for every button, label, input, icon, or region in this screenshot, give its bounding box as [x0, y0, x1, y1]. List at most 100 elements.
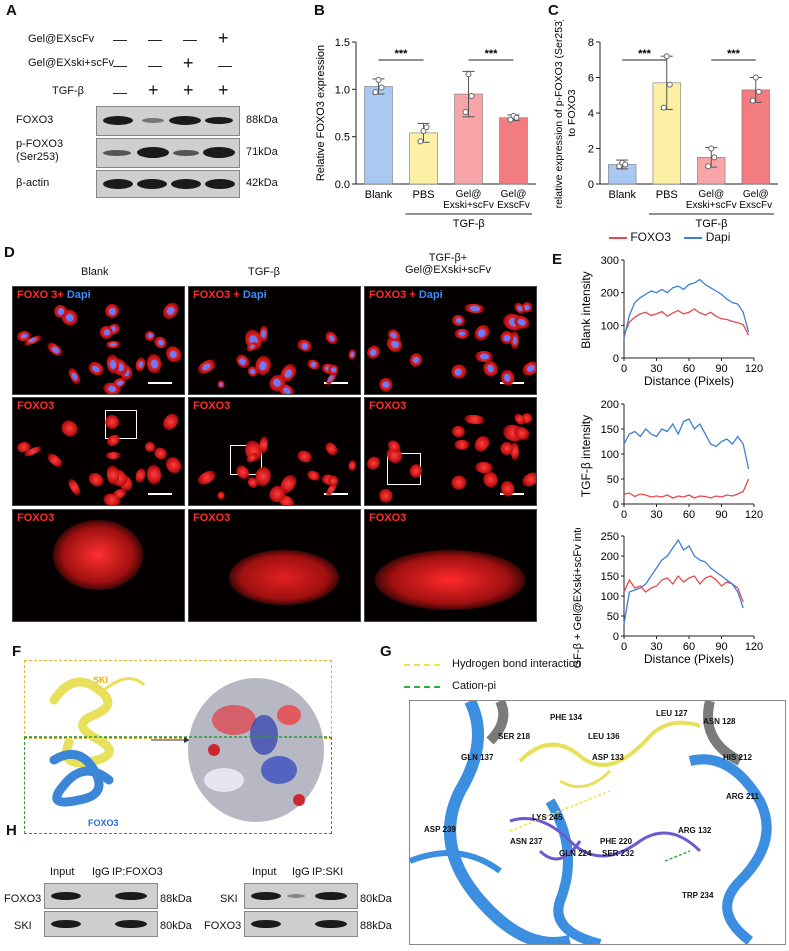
h-left-row2-name: SKI — [14, 920, 32, 932]
cell — [323, 330, 340, 347]
cell — [86, 470, 107, 489]
cell — [146, 353, 162, 375]
cell — [471, 322, 493, 345]
x-tick-label: 120 — [745, 363, 763, 375]
y-tick-label: 0 — [613, 353, 619, 365]
data-point — [663, 53, 670, 60]
group-label: TGF-β — [695, 218, 727, 230]
y-tick-label: 4 — [588, 108, 594, 120]
series-line-foxo3 — [623, 308, 750, 336]
h-left-input: Input — [50, 866, 75, 878]
y-tick-label: 6 — [588, 73, 594, 85]
data-point — [417, 138, 424, 145]
x-tick-label: Exski+scFv — [686, 200, 737, 211]
data-point — [462, 109, 469, 116]
cell — [45, 340, 65, 359]
bar — [364, 86, 393, 185]
data-point — [622, 161, 629, 168]
data-point — [465, 71, 472, 78]
image-zoom-tgf: FOXO3 — [188, 509, 361, 622]
x-tick-label: 0 — [621, 509, 627, 521]
y-tick-label: 100 — [601, 320, 619, 332]
docking-view: PHE 134 LEU 127 ASN 128 SER 218 LEU 136 … — [409, 700, 786, 945]
data-point — [660, 104, 667, 111]
y-axis-label: TGF-β + Gel@EXski+scFv intensity — [572, 528, 584, 668]
y-tick-label: 50 — [607, 611, 619, 623]
panel-label-h: H — [6, 822, 17, 839]
cell — [146, 464, 162, 486]
y-tick-label: 50 — [607, 474, 619, 486]
cell — [323, 441, 340, 458]
x-tick-label: 0 — [621, 641, 627, 653]
residue-gln137: GLN 137 — [461, 753, 494, 762]
y-tick-label: 2 — [588, 144, 594, 156]
kda-foxo3: 88kDa — [246, 114, 278, 126]
legend-e: FOXO3 Dapi — [609, 230, 730, 244]
cell — [348, 459, 357, 472]
bar — [499, 117, 528, 185]
x-tick-label: ExscFv — [497, 200, 530, 211]
y-tick-label: 150 — [601, 424, 619, 436]
cell — [450, 424, 466, 438]
h-left-igg: IgG — [92, 866, 110, 878]
hbond-legend-line — [404, 664, 440, 666]
cell — [259, 325, 269, 344]
data-point — [752, 74, 759, 81]
y-axis-label: to FOXO3 — [566, 89, 578, 136]
cell — [106, 340, 122, 349]
x-axis-label: Distance (Pixels) — [644, 374, 734, 388]
panel-label-f: F — [12, 643, 22, 660]
image-merge-blank: FOXO 3+ Dapi — [12, 286, 185, 395]
x-tick-label: Blank — [608, 189, 636, 201]
col-label-tgf: TGF-β — [248, 266, 280, 278]
data-point — [705, 163, 712, 170]
foxo3-region-box — [24, 737, 332, 834]
image-merge-tgf: FOXO3 + Dapi — [188, 286, 361, 395]
data-point — [507, 116, 514, 123]
h-right-row1-name: SKI — [220, 893, 238, 905]
residue-leu136: LEU 136 — [588, 732, 620, 741]
cell — [463, 414, 486, 426]
x-tick-label: Gel@ — [501, 189, 527, 200]
cell — [454, 329, 470, 339]
image-zoom-blank: FOXO3 — [12, 509, 185, 622]
col-label-tgf-gel: TGF-β+ Gel@EXski+scFv — [404, 252, 492, 276]
y-tick-label: 1.0 — [335, 84, 350, 96]
y-tick-label: 150 — [601, 571, 619, 583]
ski-region-box — [24, 660, 332, 739]
blot-label-pfoxo3: p-FOXO3 (Ser253) — [16, 138, 64, 163]
sig-label: *** — [485, 48, 499, 60]
sig-label: *** — [638, 48, 652, 60]
residue-lys245: LYS 245 — [532, 813, 563, 822]
foxo3-label: FOXO3 — [88, 818, 119, 828]
treatment-grid: — — — + — — + — — + + + — [113, 28, 232, 100]
cell — [295, 337, 314, 354]
residue-asn128: ASN 128 — [703, 717, 736, 726]
legend-foxo3: FOXO3 — [630, 230, 672, 244]
cell — [378, 376, 394, 393]
residue-arg132: ARG 132 — [678, 826, 712, 835]
x-tick-label: 30 — [650, 509, 662, 521]
y-tick-label: 0 — [588, 179, 594, 191]
x-tick-label: Gel@ — [698, 189, 724, 200]
data-point — [666, 81, 673, 88]
x-tick-label: 60 — [683, 641, 695, 653]
protein-structure — [24, 677, 330, 822]
data-point — [749, 97, 756, 104]
residue-asp133: ASP 133 — [592, 753, 624, 762]
data-point — [420, 127, 427, 134]
data-point — [513, 114, 520, 121]
cell — [365, 342, 383, 362]
x-axis-label: Distance (Pixels) — [644, 652, 734, 666]
chart-e-tgf-gel: 0 50 100 150 200 250 0 30 60 90 120 Distance (Pixel… — [572, 528, 763, 668]
blot-label-actin: β-actin — [16, 177, 50, 189]
x-tick-label: 30 — [650, 363, 662, 375]
panel-label-b: B — [314, 2, 325, 19]
panel-label-a: A — [6, 2, 17, 19]
x-tick-label: 120 — [745, 509, 763, 521]
row-label-scfv: Gel@EXscFv — [28, 33, 95, 45]
panel-label-g: G — [380, 643, 392, 660]
cell — [454, 440, 470, 450]
